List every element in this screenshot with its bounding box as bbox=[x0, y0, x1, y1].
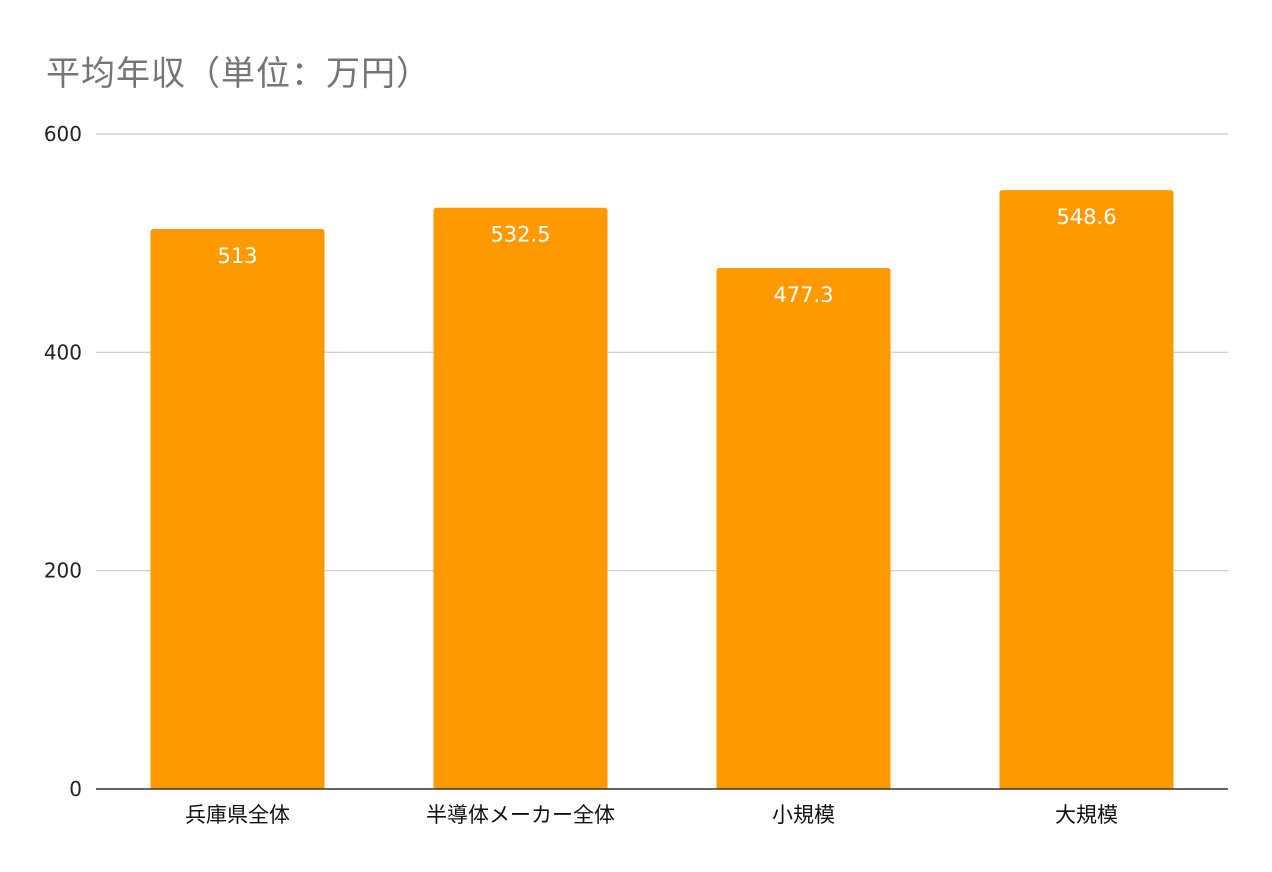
y-tick-label: 200 bbox=[44, 559, 82, 583]
bar bbox=[999, 190, 1174, 789]
y-axis-ticks: 0 200 400 600 bbox=[44, 122, 82, 801]
bar bbox=[716, 267, 891, 789]
bar bbox=[433, 207, 608, 789]
data-label: 477.3 bbox=[773, 283, 833, 307]
x-tick-label: 兵庫県全体 bbox=[185, 803, 290, 827]
y-tick-label: 600 bbox=[44, 122, 82, 146]
y-tick-label: 0 bbox=[69, 777, 82, 801]
chart-title: 平均年収（単位：万円） bbox=[46, 54, 431, 94]
x-tick-label: 半導体メーカー全体 bbox=[426, 803, 615, 827]
data-label: 513 bbox=[217, 244, 257, 268]
data-label: 532.5 bbox=[490, 223, 550, 247]
x-tick-label: 大規模 bbox=[1055, 803, 1118, 827]
bars bbox=[150, 190, 1174, 790]
x-tick-label: 小規模 bbox=[772, 803, 835, 827]
data-labels: 513 532.5 477.3 548.6 bbox=[217, 205, 1116, 307]
y-tick-label: 400 bbox=[44, 340, 82, 364]
x-axis-labels: 兵庫県全体 半導体メーカー全体 小規模 大規模 bbox=[185, 803, 1118, 827]
bar bbox=[150, 228, 325, 790]
data-label: 548.6 bbox=[1056, 205, 1116, 229]
